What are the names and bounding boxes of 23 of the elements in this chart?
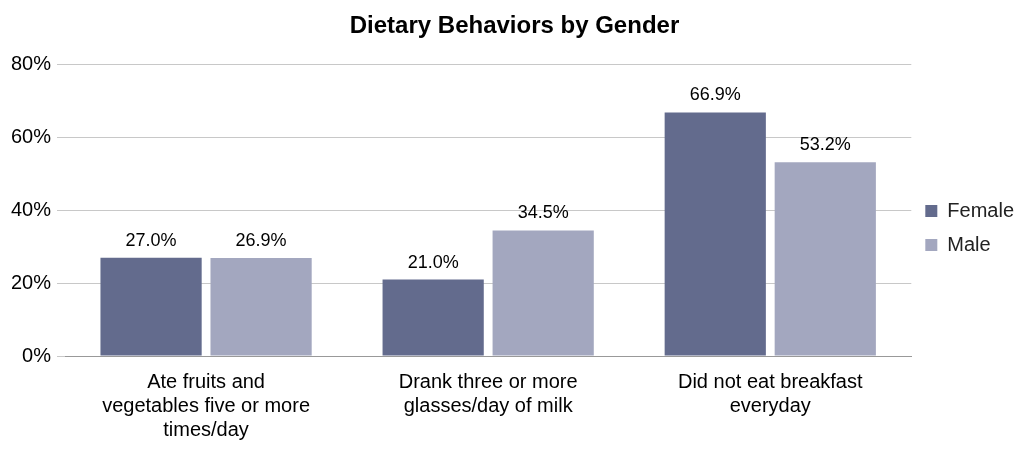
bar: [100, 257, 202, 356]
y-tick-label: 60%: [11, 125, 52, 148]
x-tick-label: Did not eat breakfast everyday: [677, 369, 863, 416]
bar: [774, 162, 876, 356]
bar: [492, 230, 594, 356]
x-tick-label: Ate fruits and vegetables five or more times/day: [102, 369, 311, 440]
x-tick-label: Drank three or more glasses/day of milk: [398, 369, 578, 416]
bar: [664, 112, 766, 356]
data-label: 21.0%: [407, 251, 459, 272]
legend-label: Female: [947, 198, 1015, 221]
bar: [382, 279, 484, 356]
data-label: 66.9%: [689, 84, 741, 105]
y-tick-label: 40%: [11, 197, 52, 220]
y-tick-label: 80%: [11, 52, 52, 75]
y-tick-label: 20%: [11, 270, 52, 293]
data-label: 34.5%: [517, 202, 569, 223]
chart-title: Dietary Behaviors by Gender: [349, 11, 680, 39]
legend-label: Male: [947, 232, 991, 255]
data-label: 26.9%: [235, 230, 287, 251]
y-tick-label: 0%: [22, 343, 52, 366]
data-label: 53.2%: [799, 134, 851, 155]
data-label: 27.0%: [125, 229, 177, 250]
bar: [210, 258, 312, 356]
